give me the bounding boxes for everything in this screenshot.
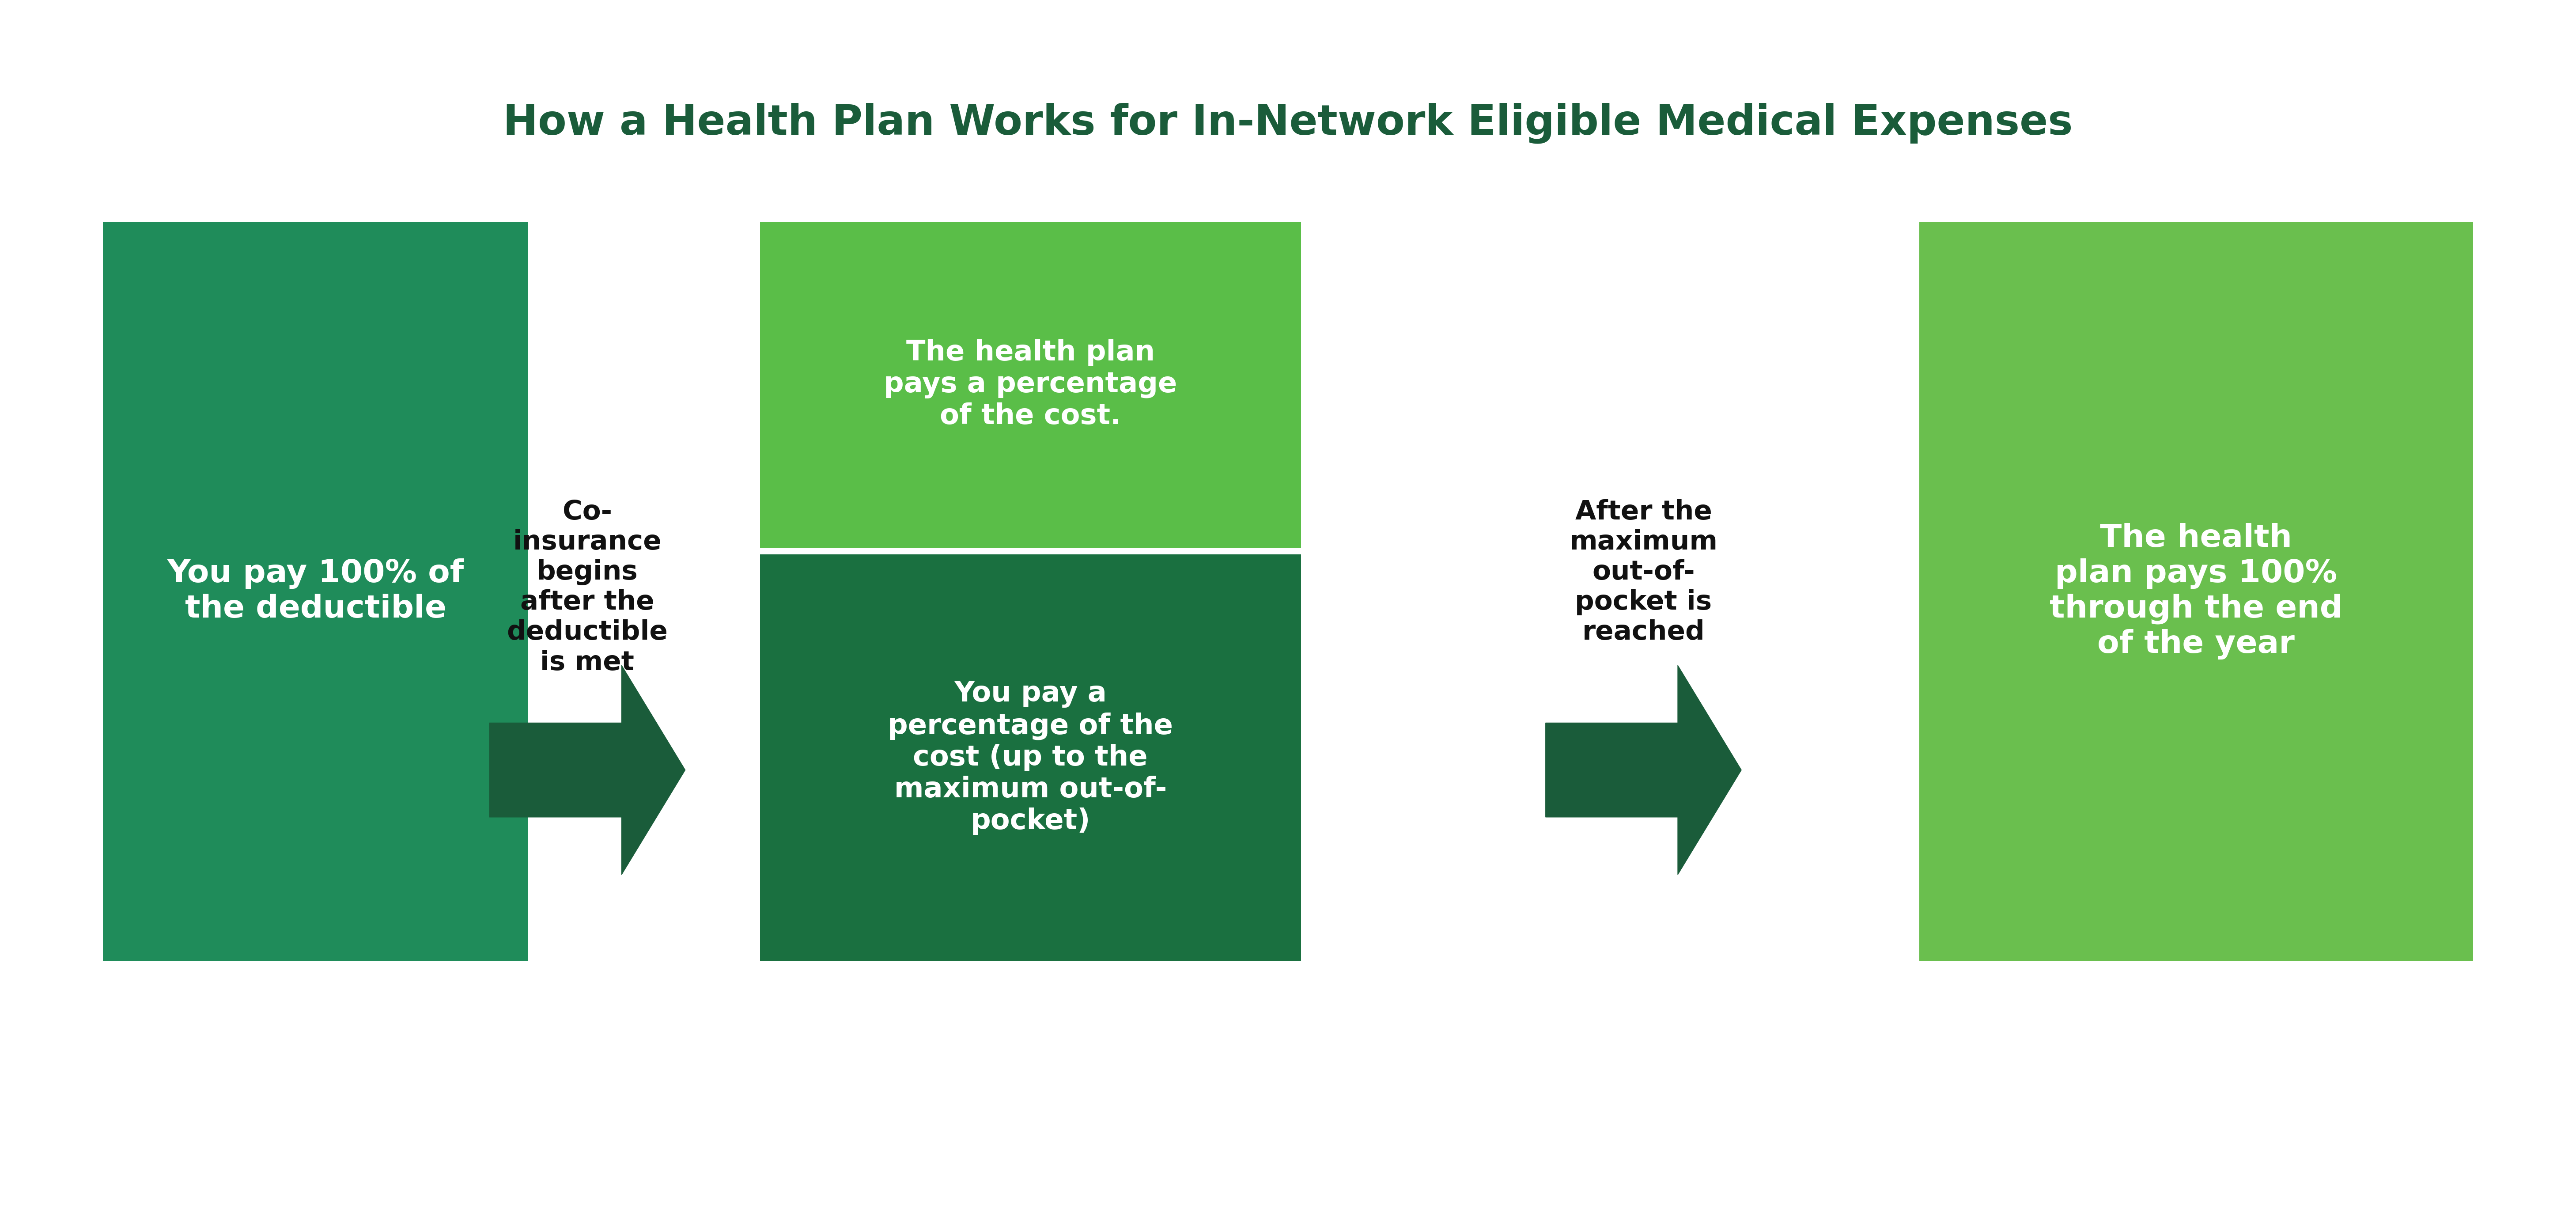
FancyBboxPatch shape (1919, 222, 2473, 961)
FancyBboxPatch shape (760, 222, 1301, 548)
Polygon shape (489, 665, 685, 875)
FancyBboxPatch shape (103, 222, 528, 961)
Text: Co-
insurance
begins
after the
deductible
is met: Co- insurance begins after the deductibl… (507, 499, 667, 675)
Text: After the
maximum
out-of-
pocket is
reached: After the maximum out-of- pocket is reac… (1569, 499, 1718, 646)
Text: The health
plan pays 100%
through the end
of the year: The health plan pays 100% through the en… (2050, 524, 2342, 659)
Polygon shape (1546, 665, 1741, 875)
Text: The health plan
pays a percentage
of the cost.: The health plan pays a percentage of the… (884, 339, 1177, 430)
Text: You pay 100% of
the deductible: You pay 100% of the deductible (167, 558, 464, 625)
FancyBboxPatch shape (760, 554, 1301, 961)
Text: How a Health Plan Works for In-Network Eligible Medical Expenses: How a Health Plan Works for In-Network E… (502, 102, 2074, 144)
Text: You pay a
percentage of the
cost (up to the
maximum out-of-
pocket): You pay a percentage of the cost (up to … (889, 680, 1172, 835)
